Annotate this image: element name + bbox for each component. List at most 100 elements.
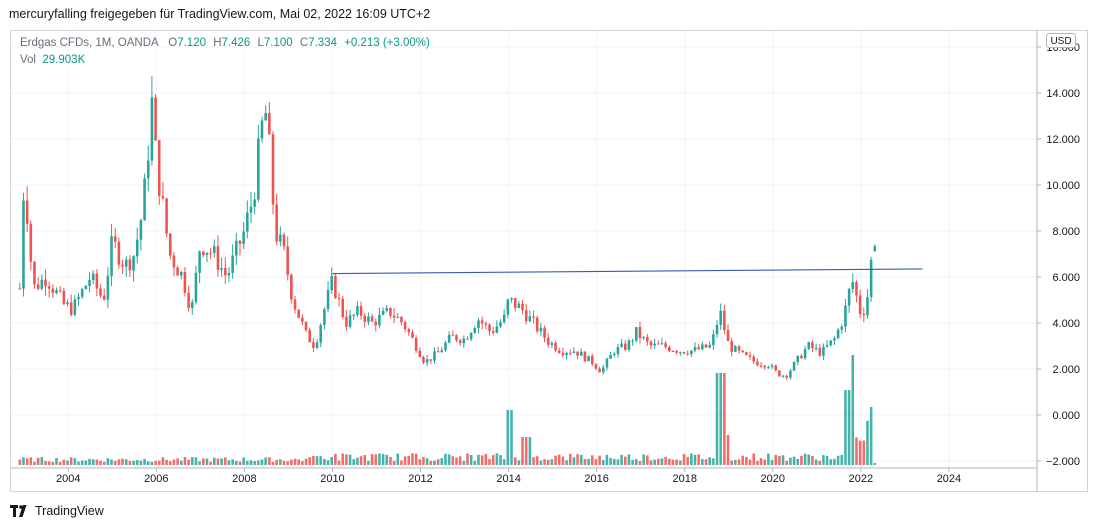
volume-bar [811, 455, 814, 465]
candle-body [168, 233, 172, 256]
symbol-title[interactable]: Erdgas CFDs, 1M, OANDA [20, 37, 159, 49]
volume-bar [873, 463, 877, 465]
volume-bar [161, 457, 165, 465]
candle-body [124, 259, 128, 267]
volume-bar [502, 459, 506, 465]
volume-bar [73, 458, 77, 465]
open-value: 7.120 [177, 37, 206, 49]
candle-body [422, 357, 425, 363]
candle-body [77, 296, 80, 300]
volume-bar [796, 459, 800, 465]
candle-body [139, 220, 143, 240]
candle-body [598, 368, 601, 373]
candle-body [385, 307, 389, 311]
volume-bar [374, 454, 378, 465]
candle-body [502, 314, 506, 323]
volume-bar [91, 459, 95, 465]
volume-bar [242, 457, 245, 465]
volume-bar [47, 461, 51, 465]
time-axis[interactable]: 2004 2006 2008 2010 2012 2014 2016 2018 2020 2022… [11, 467, 1037, 485]
volume-bar [752, 453, 755, 465]
volume-bar [257, 460, 260, 465]
price-axis[interactable]: 16.00014.00012.00010.0008.0006.0004.0002… [1036, 31, 1080, 492]
volume-bar [693, 454, 697, 465]
volume-bar [293, 458, 297, 465]
candle-body [730, 341, 733, 352]
candle-body [844, 305, 847, 327]
currency-button[interactable]: USD [1046, 33, 1076, 48]
volume-bar [704, 459, 708, 465]
volume-bar [543, 459, 546, 465]
volume-bar [275, 459, 278, 465]
candle-body [66, 302, 69, 304]
candle-body [719, 310, 722, 325]
volume-bar [521, 437, 524, 465]
price-tick-label: 12.000 [1046, 134, 1080, 146]
candles [18, 75, 877, 381]
volume-bar [612, 458, 616, 465]
candle-body [128, 259, 132, 271]
volume-bar [862, 440, 866, 465]
candle-body [80, 289, 84, 297]
time-tick-label: 2024 [937, 473, 961, 485]
volume-bar [25, 458, 29, 465]
candle-body [84, 285, 88, 290]
price-tick-label: 2.000 [1052, 364, 1080, 376]
candle-body [436, 351, 440, 353]
candle-body [767, 367, 770, 369]
candle-body [535, 317, 539, 332]
volume-bar [400, 460, 403, 465]
tradingview-logo[interactable]: TradingView [10, 502, 104, 520]
volume-bar [825, 455, 829, 465]
candle-body [231, 255, 234, 273]
volume-bar [851, 355, 855, 465]
candle-body [781, 375, 785, 377]
volume-bar [583, 459, 587, 465]
volume-bar [205, 458, 209, 465]
time-tick-label: 2012 [408, 473, 432, 485]
vol-label[interactable]: Vol [20, 54, 36, 66]
candle-body [565, 352, 568, 356]
candle-body [91, 273, 95, 281]
candle-body [462, 338, 466, 344]
candle-body [165, 198, 168, 234]
volume-bar [411, 453, 414, 465]
candle-body [102, 295, 106, 300]
volume-bar [323, 458, 326, 465]
trendline-layer[interactable] [332, 268, 923, 275]
candle-body [532, 316, 535, 318]
volume-bar [701, 459, 704, 465]
candle-body [198, 251, 201, 273]
volume-bar [800, 455, 803, 465]
candle-body [356, 306, 359, 315]
candle-body [224, 268, 227, 276]
volume-bar [315, 456, 319, 465]
candle-body [389, 307, 392, 316]
volume-bar [829, 459, 833, 465]
volume-bar [29, 457, 33, 465]
chart-frame[interactable] [10, 30, 1088, 492]
candle-body [414, 337, 418, 351]
volume-bar [620, 454, 623, 465]
volume-bar [345, 454, 348, 465]
volume-bar [715, 373, 719, 465]
candle-body [429, 359, 433, 361]
volume-bar [220, 458, 223, 465]
candle-body [734, 346, 737, 352]
trendline[interactable] [332, 268, 923, 275]
candle-body [345, 316, 348, 327]
time-tick-label: 2004 [56, 473, 80, 485]
volume-bar [297, 459, 300, 465]
candle-body [150, 97, 154, 161]
volume-bar [730, 460, 733, 465]
volume-bar [80, 460, 84, 465]
volume-bar [370, 454, 374, 465]
price-tick-label: −2.000 [1046, 456, 1080, 468]
candle-body [466, 338, 469, 340]
volume-bar [499, 455, 502, 465]
volume-bar [22, 457, 25, 465]
volume-bar [646, 455, 649, 465]
high-label: H [213, 37, 222, 49]
volume-bars [18, 355, 877, 465]
